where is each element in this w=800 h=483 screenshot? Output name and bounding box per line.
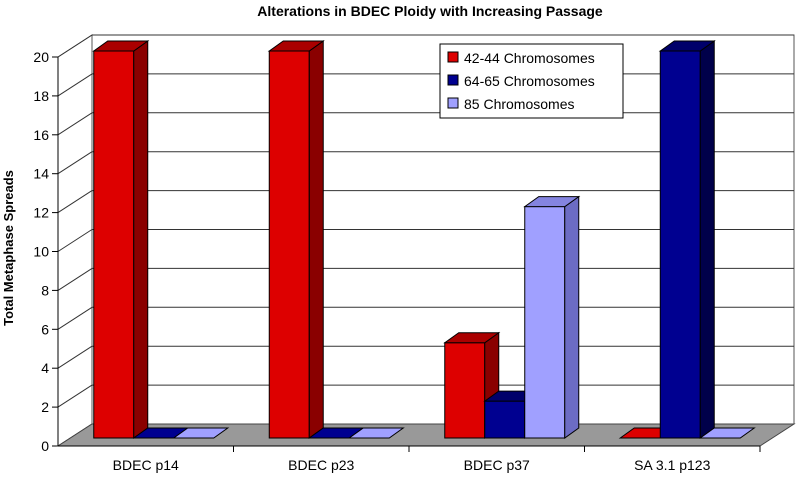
x-tick-label: BDEC p37 [464, 457, 530, 473]
bar-top [92, 40, 150, 52]
bar [92, 40, 150, 439]
y-tick-label: 14 [33, 166, 49, 182]
gridline [57, 190, 93, 214]
bar-top [523, 196, 581, 208]
y-tick-label: 18 [33, 88, 49, 104]
y-tick-label: 8 [41, 282, 49, 298]
bar-front [93, 50, 135, 439]
gridline [57, 345, 93, 369]
gridline [57, 229, 93, 252]
gridline [57, 267, 93, 291]
y-axis-label: Total Metaphase Spreads [1, 170, 16, 326]
legend-swatch [447, 97, 459, 109]
chart-title: Alterations in BDEC Ploidy with Increasi… [257, 3, 603, 19]
gridline [57, 384, 93, 408]
y-tick-label: 0 [41, 438, 49, 454]
bar-front [484, 400, 526, 439]
bar [658, 40, 716, 439]
y-tick-label: 16 [33, 127, 49, 143]
gridline [57, 306, 93, 330]
legend: 42-44 Chromosomes 64-65 Chromosomes 85 Chr… [439, 43, 624, 119]
bar-side [699, 40, 715, 439]
y-tick-label: 12 [33, 205, 49, 221]
x-tick-label: BDEC p23 [288, 457, 354, 473]
y-tick-label: 6 [41, 321, 49, 337]
bar-top [443, 332, 501, 344]
bar-front [524, 206, 566, 439]
bar-top [267, 40, 325, 52]
y-tick-label: 2 [41, 399, 49, 415]
bar-side [564, 195, 580, 439]
bar [347, 427, 405, 439]
legend-label: 42-44 Chromosomes [464, 50, 595, 66]
gridline [57, 73, 93, 97]
bar-front [268, 50, 310, 439]
bar-top [658, 40, 716, 52]
x-tick-label: SA 3.1 p123 [634, 457, 711, 473]
bar-top [698, 427, 756, 439]
bar-side [308, 40, 324, 439]
bar [172, 427, 230, 439]
legend-swatch [447, 74, 459, 86]
legend-swatch [447, 51, 459, 63]
legend-label: 85 Chromosomes [464, 96, 575, 112]
y-tick-label: 10 [33, 244, 49, 260]
bar-front [444, 342, 486, 439]
plot-area: 0 2 4 6 8 10 12 14 16 18 20 BDEC p14 BDEC p23 BDEC p3… [33, 34, 796, 473]
bar [523, 195, 581, 439]
legend-label: 64-65 Chromosomes [464, 73, 595, 89]
bar-front [659, 50, 701, 439]
y-tick-label: 4 [41, 360, 49, 376]
y-tick-label: 20 [33, 49, 49, 65]
gridline [57, 34, 93, 58]
gridline [57, 112, 93, 136]
bar-top [172, 427, 230, 439]
bar [267, 40, 325, 439]
bar-top [347, 427, 405, 439]
gridline [57, 151, 93, 175]
bar-side [133, 40, 149, 439]
x-tick-label: BDEC p14 [113, 457, 179, 473]
bar [698, 427, 756, 439]
legend-box [439, 43, 624, 119]
